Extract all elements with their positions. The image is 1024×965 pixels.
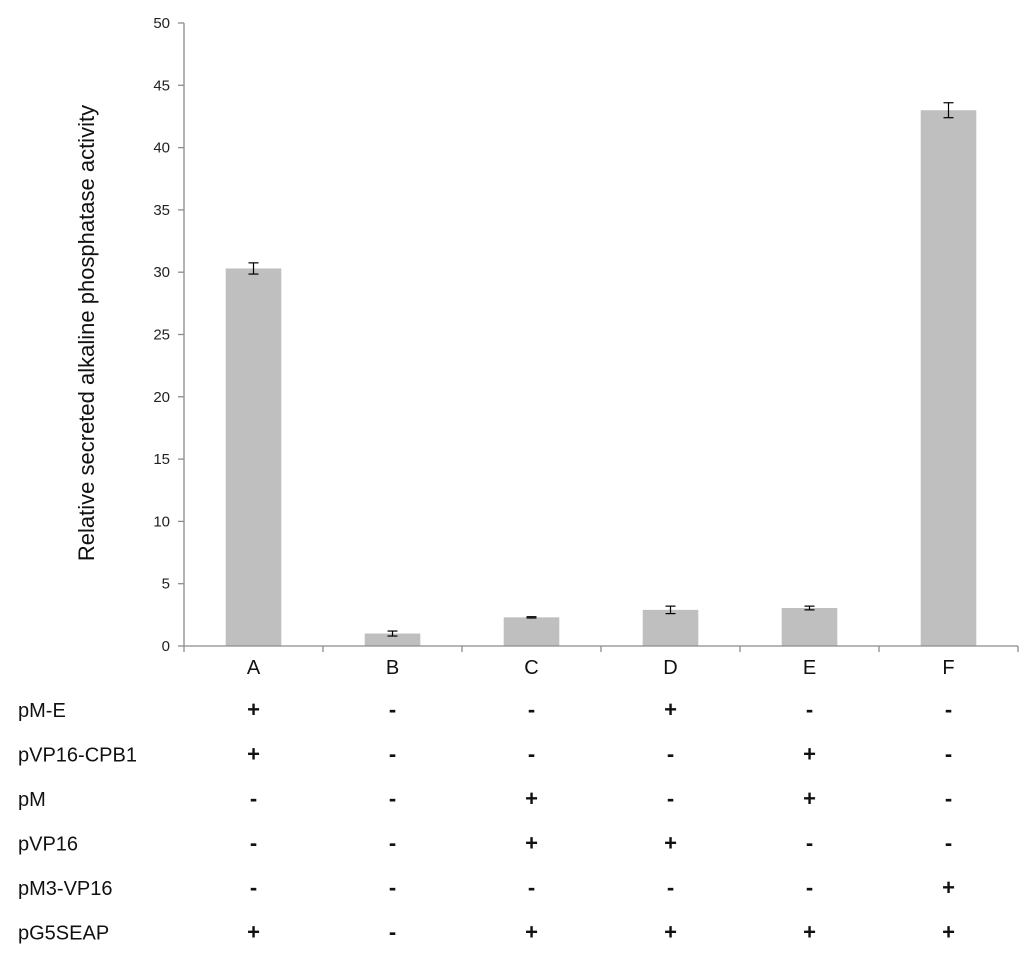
y-tick-label: 30 — [153, 264, 170, 281]
y-tick-label: 35 — [153, 202, 170, 219]
minus-mark: - — [389, 875, 396, 900]
minus-mark: - — [806, 697, 813, 722]
plus-mark: + — [525, 831, 538, 856]
plus-mark: + — [664, 697, 677, 722]
bar-C — [503, 617, 560, 646]
condition-label: pVP16 — [18, 834, 78, 856]
plus-mark: + — [525, 920, 538, 945]
bar-F — [920, 110, 977, 647]
bar-D — [642, 609, 699, 646]
error-bar-A — [248, 262, 259, 275]
minus-mark: - — [667, 742, 674, 767]
plus-mark: + — [664, 920, 677, 945]
plus-mark: + — [664, 831, 677, 856]
condition-row: pM - - + - + - — [18, 786, 952, 811]
condition-label: pVP16-CPB1 — [18, 745, 137, 767]
y-tick-label: 5 — [162, 576, 170, 593]
minus-mark: - — [945, 786, 952, 811]
condition-row: pVP16 - - + + - - — [18, 831, 952, 856]
axes-group — [183, 23, 1018, 647]
plus-mark: + — [247, 742, 260, 767]
minus-mark: - — [250, 831, 257, 856]
x-tick-label-F: F — [942, 657, 954, 679]
minus-mark: - — [389, 697, 396, 722]
plus-mark: + — [803, 786, 816, 811]
error-bar-E — [804, 605, 815, 611]
x-tick-label-B: B — [386, 657, 399, 679]
minus-mark: - — [945, 831, 952, 856]
minus-mark: - — [667, 875, 674, 900]
minus-mark: - — [250, 875, 257, 900]
plus-mark: + — [942, 875, 955, 900]
y-axis-title: Relative secreted alkaline phosphatase a… — [74, 105, 99, 561]
bar-A — [225, 268, 282, 646]
y-tick-label: 50 — [153, 15, 170, 32]
minus-mark: - — [528, 742, 535, 767]
y-tick-label: 25 — [153, 327, 170, 344]
error-bar-D — [665, 605, 676, 615]
minus-mark: - — [389, 920, 396, 945]
condition-row: pG5SEAP + - + + + + — [18, 920, 955, 945]
minus-mark: - — [806, 831, 813, 856]
minus-mark: - — [528, 697, 535, 722]
plus-mark: + — [942, 920, 955, 945]
y-tick-label: 0 — [162, 638, 170, 655]
condition-label: pM-E — [18, 700, 66, 722]
minus-mark: - — [945, 742, 952, 767]
x-ticks-group: A B C D E F — [183, 646, 1019, 679]
condition-row: pVP16-CPB1 + - - - + - — [18, 742, 952, 767]
error-bars-group — [248, 102, 954, 637]
bar-E — [781, 607, 838, 646]
minus-mark: - — [806, 875, 813, 900]
minus-mark: - — [389, 786, 396, 811]
minus-mark: - — [528, 875, 535, 900]
bar-B — [364, 633, 421, 646]
y-tick-label: 45 — [153, 77, 170, 94]
y-tick-label: 20 — [153, 389, 170, 406]
conditions-table: pM-E + - - + - -pVP16-CPB1 + - - - + -pM - - + - + -pVP16-… — [18, 697, 955, 945]
plus-mark: + — [247, 920, 260, 945]
condition-label: pG5SEAP — [18, 923, 109, 945]
x-tick-label-E: E — [803, 657, 816, 679]
x-tick-label-C: C — [524, 657, 538, 679]
condition-label: pM3-VP16 — [18, 878, 113, 900]
bars-group — [225, 110, 977, 647]
y-tick-label: 40 — [153, 140, 170, 157]
condition-row: pM3-VP16 - - - - - + — [18, 875, 955, 900]
plus-mark: + — [803, 742, 816, 767]
plus-mark: + — [803, 920, 816, 945]
minus-mark: - — [389, 742, 396, 767]
minus-mark: - — [250, 786, 257, 811]
x-tick-label-A: A — [247, 657, 261, 679]
minus-mark: - — [667, 786, 674, 811]
condition-label: pM — [18, 789, 46, 811]
error-bar-B — [387, 630, 398, 637]
error-bar-C — [526, 616, 537, 619]
condition-row: pM-E + - - + - - — [18, 697, 952, 722]
plus-mark: + — [525, 786, 538, 811]
y-tick-label: 10 — [153, 513, 170, 530]
error-bar-F — [943, 102, 954, 119]
x-tick-label-D: D — [663, 657, 677, 679]
y-tick-label: 15 — [153, 451, 170, 468]
y-ticks-group: 0 5 10 15 20 25 30 35 40 45 50 — [153, 15, 184, 655]
minus-mark: - — [945, 697, 952, 722]
plus-mark: + — [247, 697, 260, 722]
minus-mark: - — [389, 831, 396, 856]
